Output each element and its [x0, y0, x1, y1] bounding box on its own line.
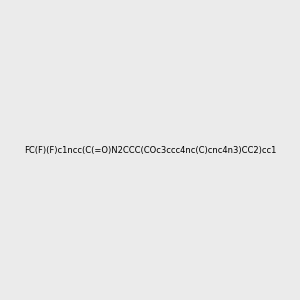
Text: FC(F)(F)c1ncc(C(=O)N2CCC(COc3ccc4nc(C)cnc4n3)CC2)cc1: FC(F)(F)c1ncc(C(=O)N2CCC(COc3ccc4nc(C)cn… — [24, 146, 276, 154]
